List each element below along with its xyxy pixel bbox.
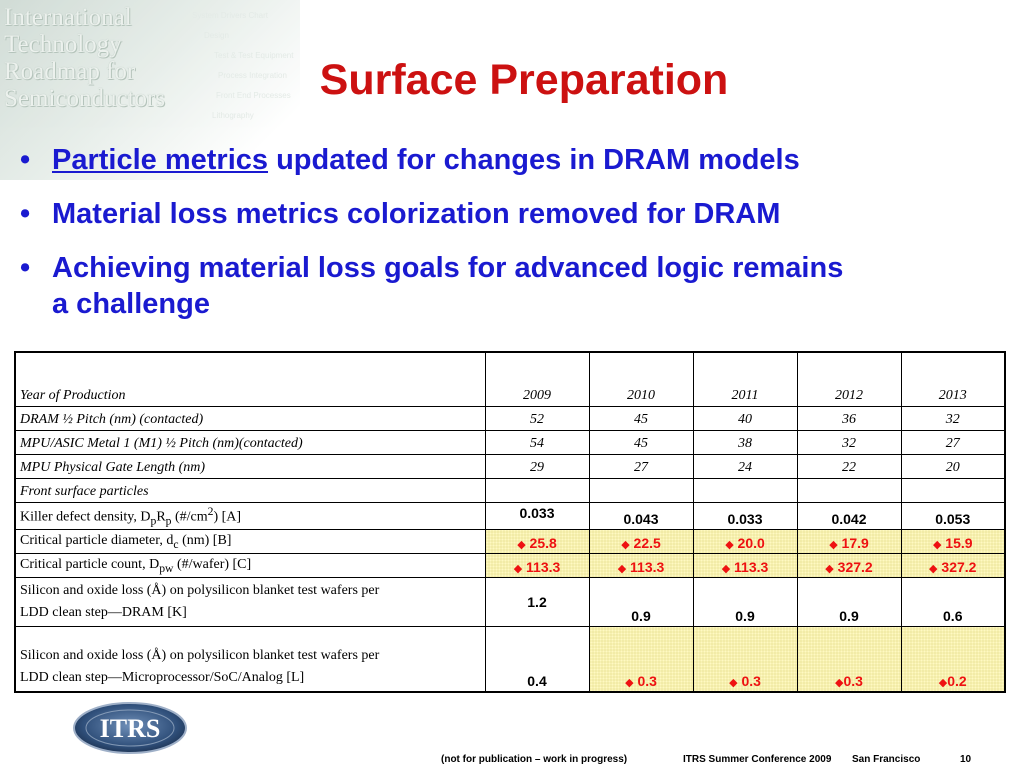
bullet-list: • Particle metrics updated for changes i…: [20, 142, 1000, 340]
diamond-marker-icon: ◆: [938, 677, 948, 690]
table-row: Silicon and oxide loss (Å) on polysilico…: [14, 576, 1006, 627]
diamond-marker-icon: ◆: [721, 562, 731, 575]
table-row: Critical particle count, Dpw (#/wafer) […: [14, 552, 1006, 578]
header-year: 2012: [796, 351, 902, 407]
bullet-item: • Material loss metrics colorization rem…: [20, 198, 781, 230]
bullet-dot: •: [20, 144, 31, 176]
watermark-menu: System Drivers Chart Design Test & Test …: [192, 11, 294, 120]
diamond-marker-icon: ◆: [517, 538, 526, 551]
logo-text: ITRS: [100, 714, 161, 743]
footer-note: (not for publication – work in progress): [441, 754, 628, 765]
itrs-watermark: International Technology Roadmap for Sem…: [0, 0, 300, 180]
table-row: DRAM ½ Pitch (nm) (contacted) 52 45 40 3…: [14, 405, 1006, 431]
roadmap-table: Year of Production 2009 2010 2011 2012 2…: [14, 351, 1006, 694]
table-row: Silicon and oxide loss (Å) on polysilico…: [14, 625, 1006, 693]
diamond-marker-icon: ◆: [625, 677, 634, 690]
diamond-marker-icon: ◆: [825, 562, 834, 575]
page-number: 10: [960, 754, 972, 765]
table-row: Front surface particles: [14, 477, 1006, 503]
bullet-dot: •: [20, 198, 31, 230]
critical-diameter-label: Critical particle diameter, dc (nm) [B]: [14, 528, 486, 554]
table-row: MPU Physical Gate Length (nm) 29 27 24 2…: [14, 453, 1006, 479]
watermark-title: International Technology Roadmap for Sem…: [4, 4, 166, 112]
header-label: Year of Production: [14, 351, 486, 407]
killer-defect-label: Killer defect density, DpRp (#/cm2) [A]: [14, 501, 486, 530]
diamond-marker-icon: ◆: [729, 677, 738, 690]
diamond-marker-icon: ◆: [617, 562, 627, 575]
diamond-marker-icon: ◆: [621, 538, 630, 551]
bullet-dot: •: [20, 252, 31, 284]
table-row: MPU/ASIC Metal 1 (M1) ½ Pitch (nm)(conta…: [14, 429, 1006, 455]
diamond-marker-icon: ◆: [932, 538, 942, 551]
diamond-marker-icon: ◆: [929, 562, 938, 575]
diamond-marker-icon: ◆: [829, 538, 838, 551]
bullet-item: • Particle metrics updated for changes i…: [20, 144, 800, 176]
footer-conference: ITRS Summer Conference 2009: [683, 754, 832, 765]
particle-metrics-link[interactable]: Particle metrics: [52, 144, 269, 176]
footer-city: San Francisco: [852, 754, 921, 765]
slide-title: Surface Preparation: [319, 56, 729, 104]
itrs-logo-icon: ITRS: [73, 702, 187, 754]
slide-footer: (not for publication – work in progress)…: [0, 754, 1023, 772]
critical-count-label: Critical particle count, Dpw (#/wafer) […: [14, 552, 486, 578]
header-year: 2009: [484, 351, 590, 407]
table-row: Critical particle diameter, dc (nm) [B] …: [14, 528, 1006, 554]
diamond-marker-icon: ◆: [835, 677, 844, 690]
header-year: 2013: [900, 351, 1006, 407]
header-year: 2011: [692, 351, 798, 407]
diamond-marker-icon: ◆: [513, 562, 523, 575]
header-year: 2010: [588, 351, 694, 407]
bullet-item: • Achieving material loss goals for adva…: [20, 252, 844, 320]
table-header-row: Year of Production 2009 2010 2011 2012 2…: [14, 351, 1006, 407]
diamond-marker-icon: ◆: [725, 538, 734, 551]
table-row: Killer defect density, DpRp (#/cm2) [A] …: [14, 501, 1006, 530]
